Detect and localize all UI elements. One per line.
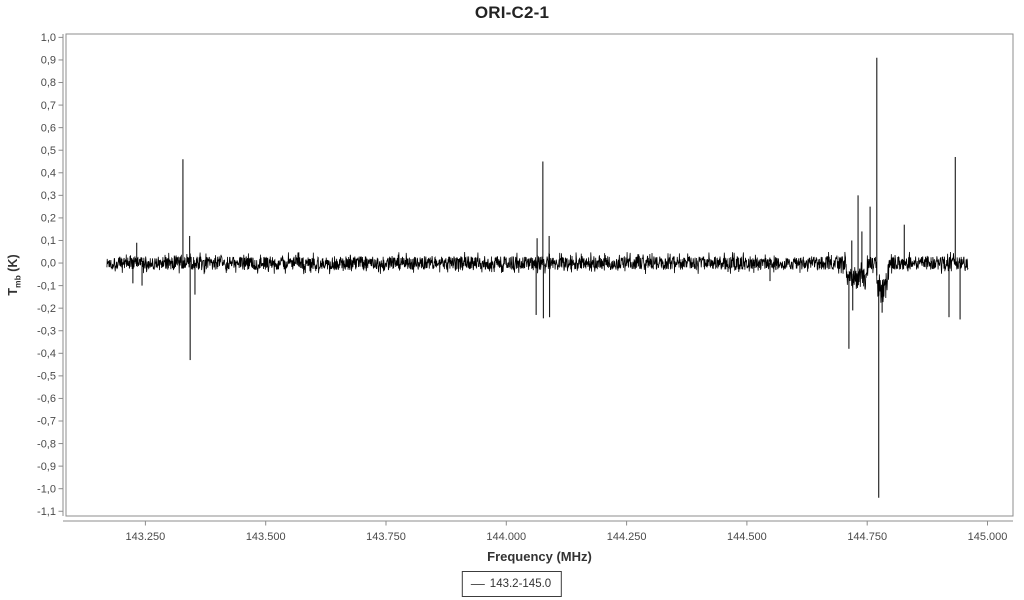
legend: 143.2-145.0 (461, 571, 563, 597)
y-tick-label: 0,3 (41, 190, 56, 202)
x-tick-label: 143.250 (126, 531, 166, 543)
y-tick-label: -1,0 (37, 483, 56, 495)
y-tick-label: 0,5 (41, 145, 56, 157)
x-tick-label: 144.500 (727, 531, 767, 543)
y-tick-label: 0,1 (41, 235, 56, 247)
y-tick-label: -0,6 (37, 393, 56, 405)
y-axis-symbol: T (6, 287, 20, 296)
chart-title: ORI-C2-1 (474, 3, 550, 22)
y-tick-label: -0,8 (37, 438, 56, 450)
y-axis-unit: (K) (6, 254, 20, 276)
y-axis-subscript: mb (12, 275, 23, 288)
y-tick-label: -0,5 (37, 371, 56, 383)
y-tick-label: -0,2 (37, 303, 56, 315)
y-tick-label: -0,1 (37, 280, 56, 292)
y-tick-label: -1,1 (37, 506, 56, 518)
y-axis-title: Tmb (K) (6, 220, 26, 330)
y-tick-label: 0,7 (41, 100, 56, 112)
x-tick-label: 144.250 (607, 531, 647, 543)
legend-entry-label: 143.2-145.0 (489, 578, 552, 590)
spectrum-noise-trace (106, 251, 969, 303)
y-tick-label: 0,2 (41, 213, 56, 225)
y-tick-label: 0,0 (41, 258, 56, 270)
y-tick-label: 0,4 (41, 167, 56, 179)
y-tick-label: -0,7 (37, 416, 56, 428)
y-tick-label: 0,9 (41, 55, 56, 67)
y-tick-label: 1,0 (41, 32, 56, 44)
y-tick-label: -0,4 (37, 348, 56, 360)
y-tick-label: -0,9 (37, 461, 56, 473)
x-tick-label: 144.000 (486, 531, 526, 543)
y-tick-label: 0,6 (41, 122, 56, 134)
x-tick-label: 143.500 (246, 531, 286, 543)
x-tick-label: 143.750 (366, 531, 406, 543)
y-tick-label: -0,3 (37, 325, 56, 337)
x-tick-label: 145.000 (968, 531, 1008, 543)
y-tick-label: 0,8 (41, 77, 56, 89)
plot-frame (65, 33, 1014, 517)
x-axis-title: Frequency (MHz) (487, 549, 592, 564)
legend-line-swatch (470, 583, 485, 585)
x-tick-label: 144.750 (847, 531, 887, 543)
